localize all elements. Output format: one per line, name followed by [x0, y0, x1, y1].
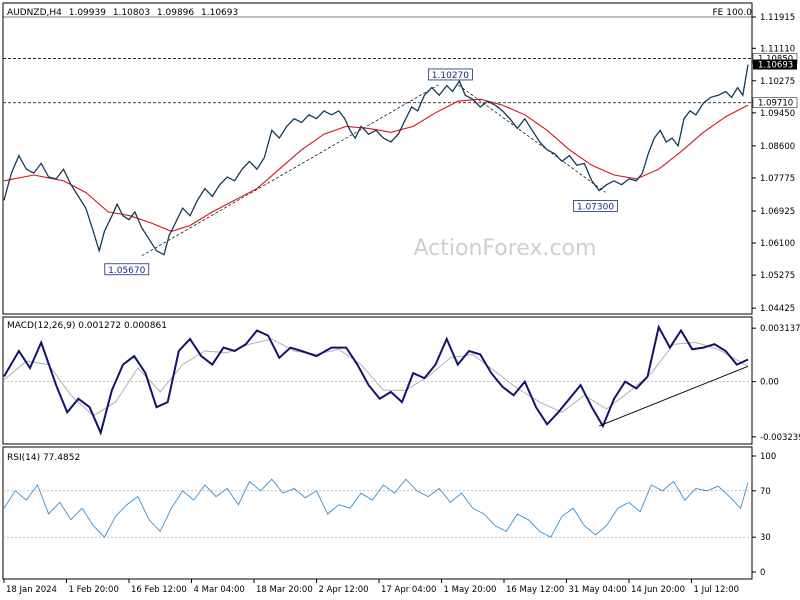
macd-y-tick-label: 0.003137 — [760, 324, 800, 334]
watermark: ActionForex.com — [414, 236, 597, 261]
macd-panel-frame — [2, 316, 753, 445]
swing-label-box — [427, 68, 473, 81]
price-layer: 1.11915 1.11110 1.10275 1.09450 1.08600 1.077… — [3, 13, 798, 314]
x-tick-label: 14 Jun 20:00 — [631, 585, 685, 595]
x-tick-label: 16 Feb 12:00 — [131, 585, 187, 595]
macd-trendline — [599, 365, 749, 427]
swing-line — [141, 84, 439, 257]
ohlc-high: 1.10803 — [113, 8, 150, 18]
swing-label: 1.10270 — [432, 71, 469, 81]
x-axis: 18 Jan 2024 1 Feb 20:00 16 Feb 12:00 4 Mar … — [3, 579, 740, 595]
price-y-tick-label: 1.04425 — [760, 304, 795, 314]
level-label: 1.10850 — [758, 54, 793, 64]
rsi-y-tick-label: 0 — [760, 568, 765, 578]
swing-label: 1.07300 — [577, 202, 614, 212]
price-y-tick-label: 1.10275 — [760, 77, 795, 87]
x-tick-label: 16 May 12:00 — [506, 585, 564, 595]
swing-label: 1.05670 — [108, 266, 145, 276]
swing-label-box — [104, 263, 150, 276]
macd-layer: 0.003137 0.00 -0.003239 — [3, 324, 800, 443]
price-y-tick-label: 1.06100 — [760, 239, 795, 249]
x-tick-label: 1 Feb 20:00 — [69, 585, 119, 595]
price-y-tick-label: 1.09450 — [760, 109, 795, 119]
rsi-line — [3, 478, 749, 538]
macd-signal-line — [3, 338, 749, 417]
rsi-y-tick-label: 30 — [760, 533, 771, 543]
current-price-label: 1.10693 — [758, 61, 793, 71]
swing-line — [458, 84, 606, 193]
rsi-layer: 100 70 30 0 — [3, 452, 776, 578]
macd-y-tick-label: -0.003239 — [760, 433, 800, 443]
x-tick-label: 1 May 20:00 — [444, 585, 497, 595]
price-y-tick-label: 1.08600 — [760, 142, 795, 152]
fe-label: FE 100.0 — [713, 8, 753, 18]
x-tick-label: 4 Mar 04:00 — [194, 585, 245, 595]
price-y-tick-label: 1.06925 — [760, 207, 795, 217]
x-tick-label: 18 Jan 2024 — [6, 585, 57, 595]
price-line — [3, 64, 749, 256]
level-label: 1.09710 — [758, 99, 793, 109]
x-tick-label: 2 Apr 12:00 — [319, 585, 369, 595]
ma-line — [3, 98, 749, 232]
rsi-panel-frame — [2, 446, 753, 580]
level-label-box — [752, 97, 798, 108]
x-tick-label: 31 May 04:00 — [569, 585, 627, 595]
x-tick-label: 18 Mar 20:00 — [256, 585, 313, 595]
x-tick-label: 1 Jul 12:00 — [694, 585, 740, 595]
price-y-tick-label: 1.11915 — [760, 13, 795, 23]
current-price-box — [753, 59, 797, 70]
macd-label: MACD(12,26,9) 0.001272 0.000861 — [7, 321, 167, 331]
macd-line — [3, 324, 749, 436]
swing-label-box — [573, 199, 618, 212]
rsi-y-tick-label: 100 — [760, 452, 776, 462]
price-y-tick-label: 1.07775 — [760, 174, 795, 184]
rsi-y-tick-label: 70 — [760, 487, 771, 497]
x-tick-label: 17 Apr 04:00 — [381, 585, 436, 595]
ohlc-low: 1.09896 — [157, 8, 194, 18]
price-y-tick-label: 1.05275 — [760, 271, 795, 281]
symbol-header: AUDNZD,H4 1.09939 1.10803 1.09896 1.1069… — [7, 8, 238, 18]
rsi-label: RSI(14) 77.4852 — [7, 453, 80, 463]
macd-y-tick-label: 0.00 — [760, 378, 779, 388]
ohlc-close: 1.10693 — [201, 8, 238, 18]
price-y-tick-label: 1.11110 — [760, 44, 795, 54]
ohlc-open: 1.09939 — [69, 8, 106, 18]
symbol-label: AUDNZD,H4 — [7, 8, 62, 18]
price-panel-frame — [2, 2, 753, 315]
